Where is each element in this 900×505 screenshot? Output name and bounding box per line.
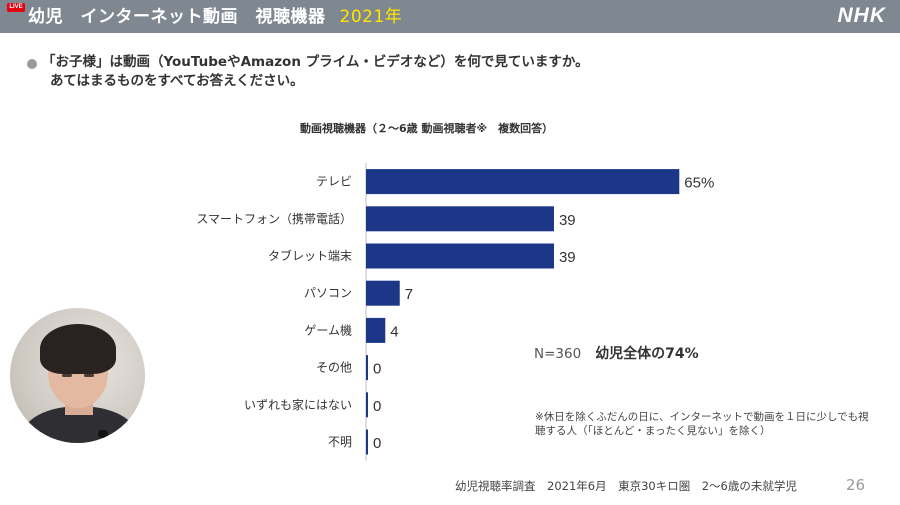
data-label: 39 (559, 249, 576, 266)
page-title-text: 幼児 インターネット動画 視聴機器 (28, 7, 326, 27)
header-bar: LIVE 幼児 インターネット動画 視聴機器 2021年 NHK (0, 0, 900, 33)
category-label: パソコン (304, 286, 352, 300)
bar (366, 280, 400, 306)
category-label: いずれも家にはない (244, 397, 352, 412)
data-label: 7 (405, 286, 413, 303)
data-label: 0 (373, 361, 381, 378)
presenter-eye-right (84, 374, 94, 377)
category-label: その他 (316, 361, 352, 375)
sample-size-note: N=360 幼児全体の74% (534, 345, 699, 363)
title-year: 2021年 (339, 7, 403, 27)
source-note: 幼児視聴率調査 2021年6月 東京30キロ圏 2～6歳の未就学児 (455, 479, 797, 493)
sample-size: N=360 (534, 346, 582, 362)
bar (366, 429, 368, 455)
data-label: 39 (559, 212, 576, 229)
survey-question: 「お子様」は動画（YouTubeやAmazon プライム・ビデオなど）を何で見て… (42, 53, 670, 91)
question-line-1: 「お子様」は動画（YouTubeやAmazon プライム・ビデオなど）を何で見て… (42, 54, 589, 70)
category-label: スマートフォン（携帯電話） (196, 211, 352, 226)
bar (366, 392, 368, 418)
live-badge: LIVE (7, 3, 25, 12)
question-line-2: あてはまるものをすべてお答えください。 (50, 73, 304, 89)
category-label: 不明 (328, 435, 352, 449)
presenter-hair (40, 324, 116, 374)
category-label: タブレット端末 (268, 248, 352, 263)
bar (366, 317, 386, 343)
category-label: テレビ (316, 175, 352, 189)
chart-title: 動画視聴機器（２～6歳 動画視聴者※ 複数回答） (300, 122, 554, 135)
bar (366, 169, 680, 195)
bar (366, 206, 554, 232)
data-label: 4 (390, 323, 398, 340)
presenter-webcam (10, 308, 145, 443)
bullet-icon (27, 59, 37, 69)
data-label: 0 (373, 398, 381, 415)
overall-rate: 幼児全体の74% (595, 346, 699, 362)
microphone-icon (98, 430, 108, 438)
footnote: ※休日を除くふだんの日に、インターネットで動画を１日に少しでも視聴する人（「ほと… (535, 411, 869, 437)
data-label: 0 (373, 435, 381, 452)
category-label: ゲーム機 (304, 322, 352, 337)
presenter-eye-left (62, 374, 72, 377)
page-title: 幼児 インターネット動画 視聴機器 2021年 (28, 5, 402, 29)
data-label: 65% (684, 175, 714, 192)
page-number: 26 (846, 476, 866, 494)
bar (366, 355, 368, 381)
nhk-logo: NHK (837, 4, 886, 27)
bar (366, 243, 554, 269)
